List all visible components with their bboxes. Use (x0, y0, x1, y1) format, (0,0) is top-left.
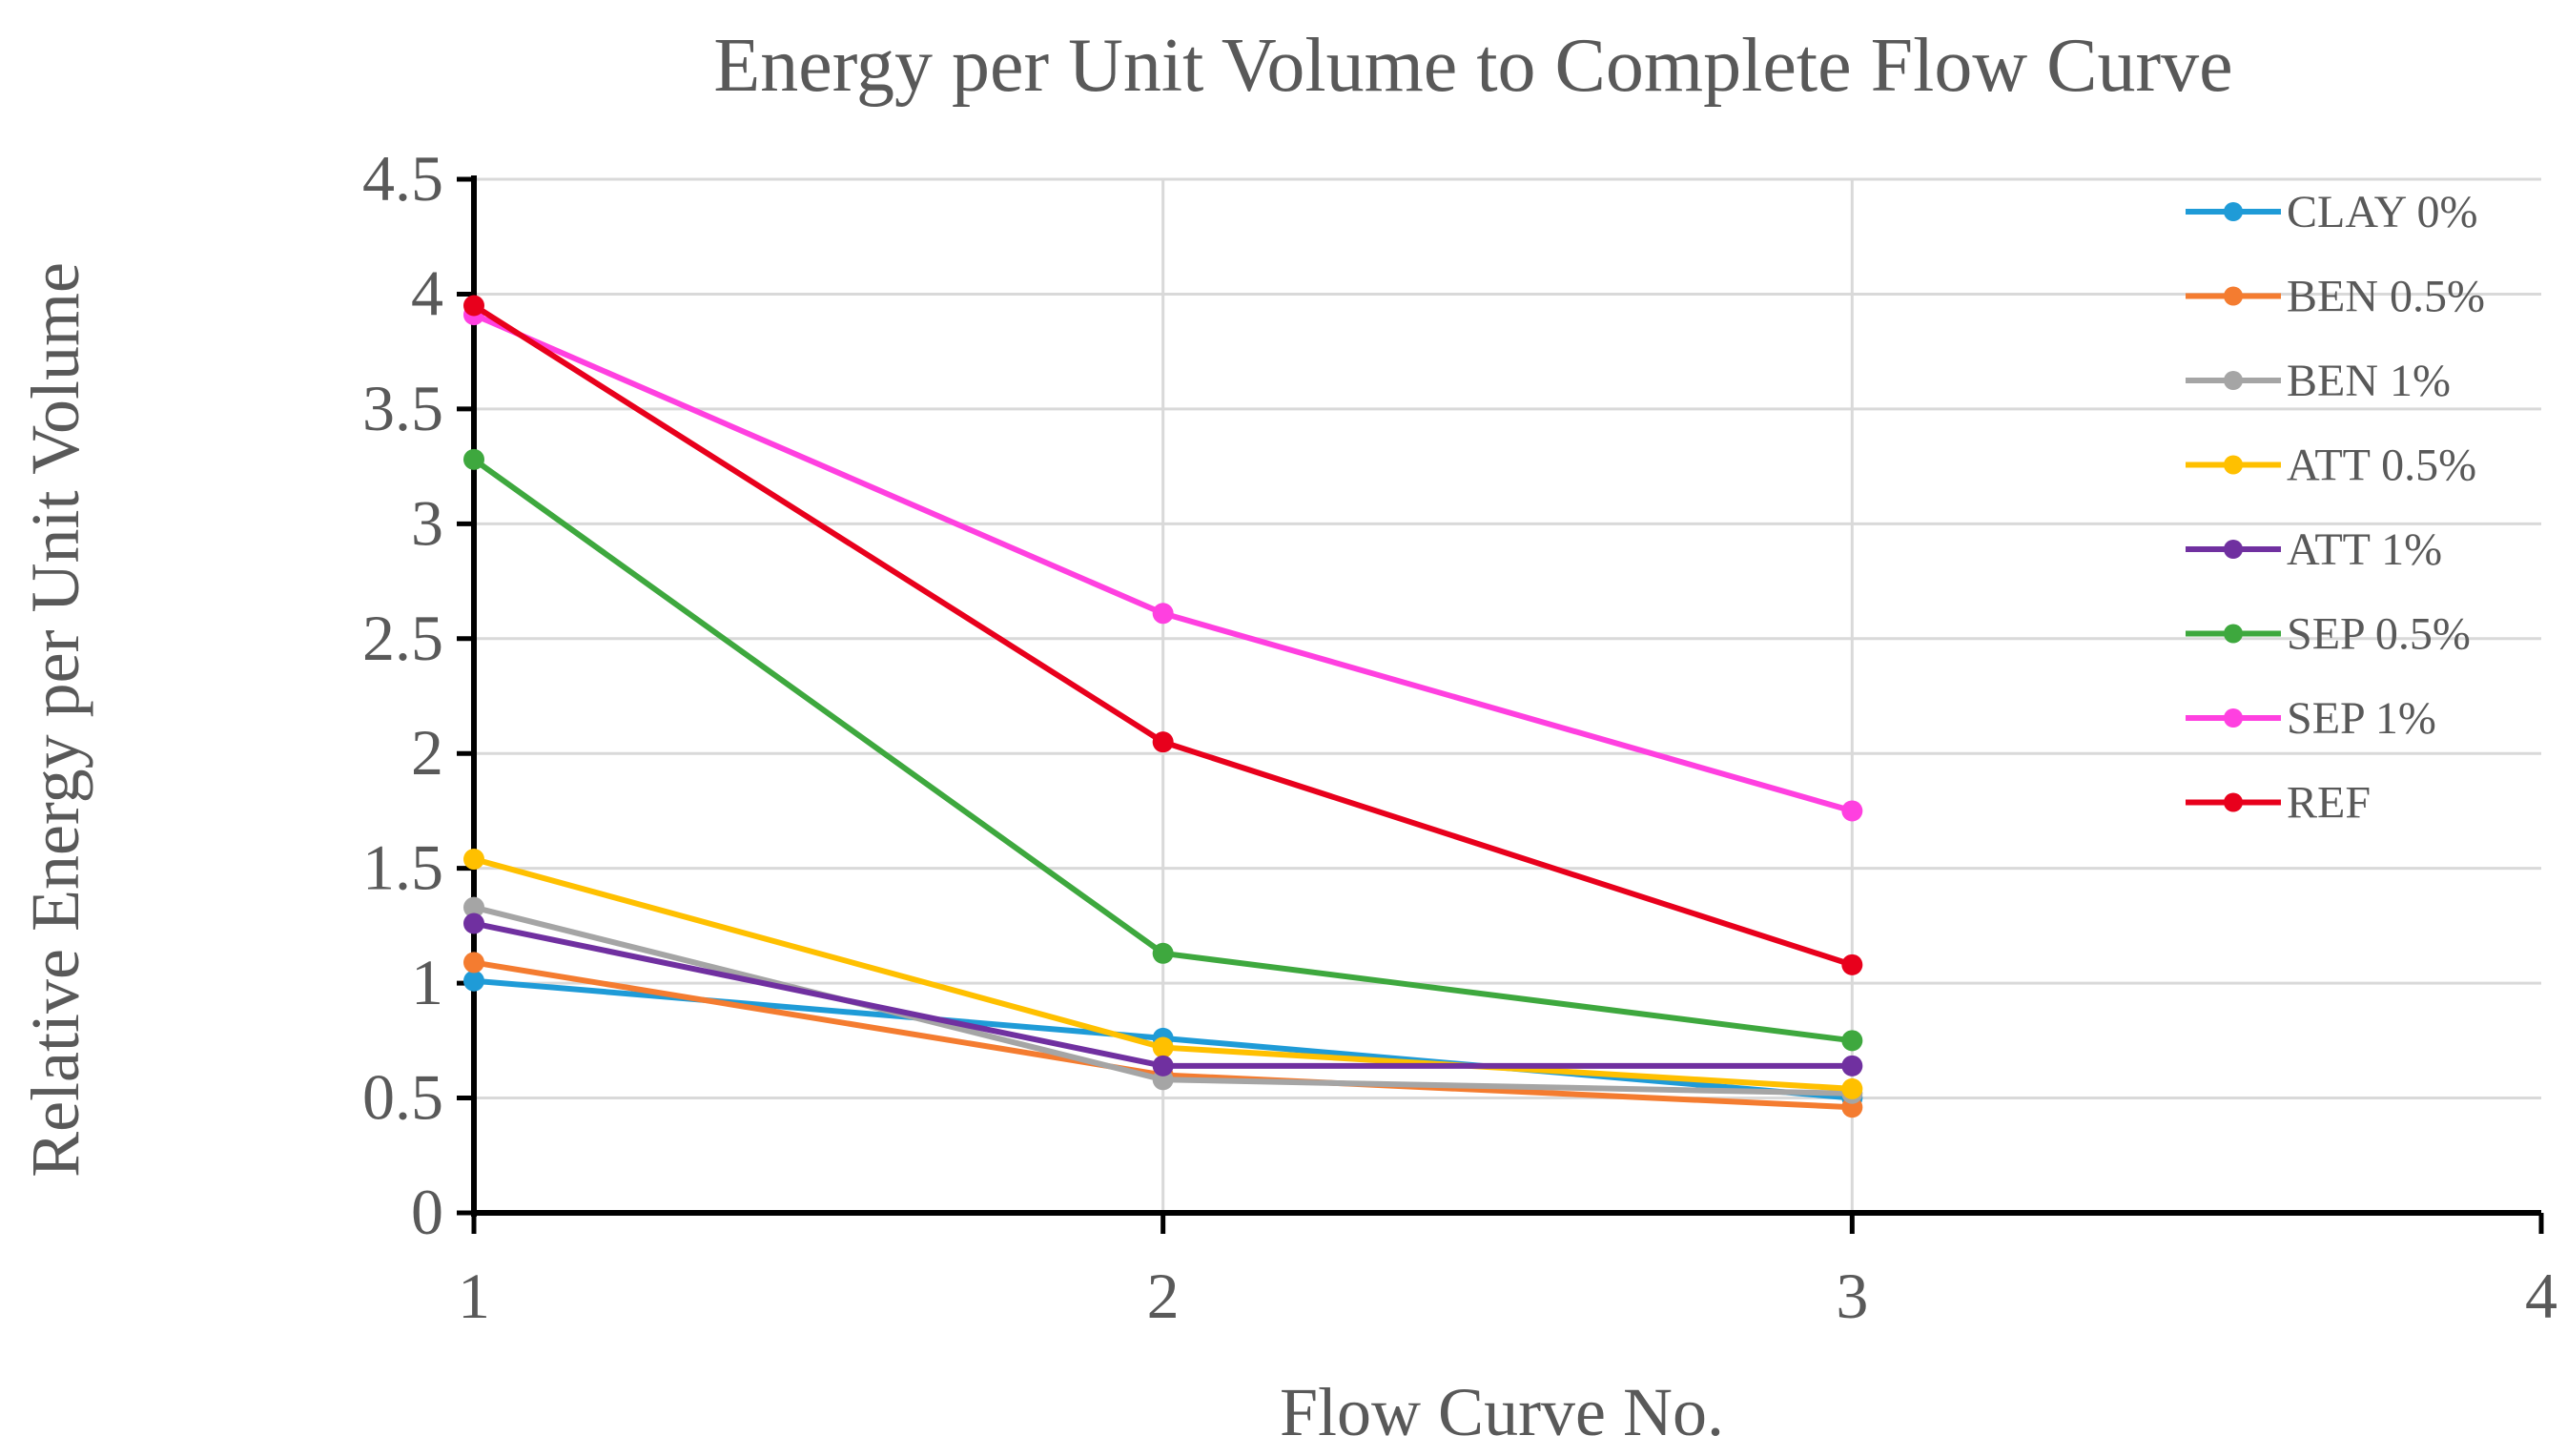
legend-label: SEP 1% (2287, 693, 2436, 744)
data-point-att-0-5 (463, 849, 484, 871)
legend-item-clay-0: CLAY 0% (2186, 187, 2477, 237)
gridlines (474, 177, 2541, 1213)
legend-swatch-marker (2224, 202, 2243, 221)
y-tick-label: 4.5 (362, 142, 443, 215)
data-point-sep-1 (1152, 603, 1174, 625)
legend-swatch-marker (2224, 286, 2243, 306)
data-point-att-0-5 (1841, 1077, 1863, 1099)
legend-item-sep-0-5: SEP 0.5% (2186, 609, 2471, 660)
data-point-att-1 (1841, 1055, 1863, 1077)
y-tick-label: 3 (411, 486, 443, 559)
data-series (463, 295, 1863, 1118)
data-point-sep-0-5 (1841, 1030, 1863, 1052)
x-tick-label: 2 (1147, 1260, 1180, 1332)
y-tick-label: 0.5 (362, 1061, 443, 1134)
data-point-ben-0-5 (463, 952, 484, 974)
data-point-sep-1 (1841, 800, 1863, 822)
y-axis-title: Relative Energy per Unit Volume (17, 262, 93, 1178)
legend-item-att-1: ATT 1% (2186, 524, 2442, 575)
legend-swatch-marker (2224, 792, 2243, 812)
y-tick-label: 1.5 (362, 831, 443, 904)
legend-label: BEN 0.5% (2287, 272, 2485, 322)
data-point-sep-0-5 (463, 448, 484, 470)
legend-label: SEP 0.5% (2287, 609, 2471, 660)
data-point-sep-0-5 (1152, 942, 1174, 964)
data-point-att-1 (463, 913, 484, 934)
x-tick-label: 4 (2525, 1260, 2557, 1332)
legend-label: ATT 1% (2287, 524, 2442, 575)
y-tick-label: 2 (411, 716, 443, 789)
legend-item-sep-1: SEP 1% (2186, 693, 2436, 744)
x-tick-label: 1 (458, 1260, 490, 1332)
axes (457, 175, 2544, 1234)
legend-swatch-marker (2224, 371, 2243, 390)
y-tick-label: 3.5 (362, 372, 443, 444)
series-att-1 (463, 913, 1863, 1077)
tick-labels: 0 0.5 1 1.5 2 2.5 3 3.5 4 4.5 1 2 3 4 (362, 142, 2557, 1332)
series-att-0-5 (463, 849, 1863, 1099)
legend-swatch-marker (2224, 708, 2243, 728)
legend-swatch-marker (2224, 455, 2243, 475)
data-point-clay-0 (463, 970, 484, 992)
legend-label: BEN 1% (2287, 356, 2451, 406)
legend-item-ben-1: BEN 1% (2186, 356, 2451, 406)
data-point-att-0-5 (1152, 1036, 1174, 1058)
data-point-ref (1841, 954, 1863, 975)
data-point-ref (1152, 731, 1174, 753)
chart-title: Energy per Unit Volume to Complete Flow … (713, 24, 2232, 108)
legend: CLAY 0% BEN 0.5% BEN 1% ATT 0.5% ATT 1% SEP 0… (2186, 187, 2485, 829)
series-ref (463, 295, 1863, 975)
legend-swatch-marker (2224, 624, 2243, 644)
legend-label: REF (2287, 778, 2371, 829)
data-point-att-1 (1152, 1055, 1174, 1077)
legend-item-att-0-5: ATT 0.5% (2186, 441, 2476, 491)
data-point-ben-1 (463, 896, 484, 918)
y-tick-label: 1 (411, 946, 443, 1018)
legend-item-ref: REF (2186, 778, 2371, 829)
x-tick-label: 3 (1836, 1260, 1868, 1332)
data-point-ref (463, 295, 484, 317)
y-tick-label: 2.5 (362, 602, 443, 674)
x-axis-title: Flow Curve No. (1280, 1374, 1724, 1450)
legend-swatch-marker (2224, 540, 2243, 559)
legend-item-ben-0-5: BEN 0.5% (2186, 272, 2485, 322)
legend-label: ATT 0.5% (2287, 441, 2476, 491)
y-tick-label: 0 (411, 1176, 443, 1248)
series-sep-0-5 (463, 448, 1863, 1052)
legend-label: CLAY 0% (2287, 187, 2477, 237)
y-tick-label: 4 (411, 256, 443, 329)
